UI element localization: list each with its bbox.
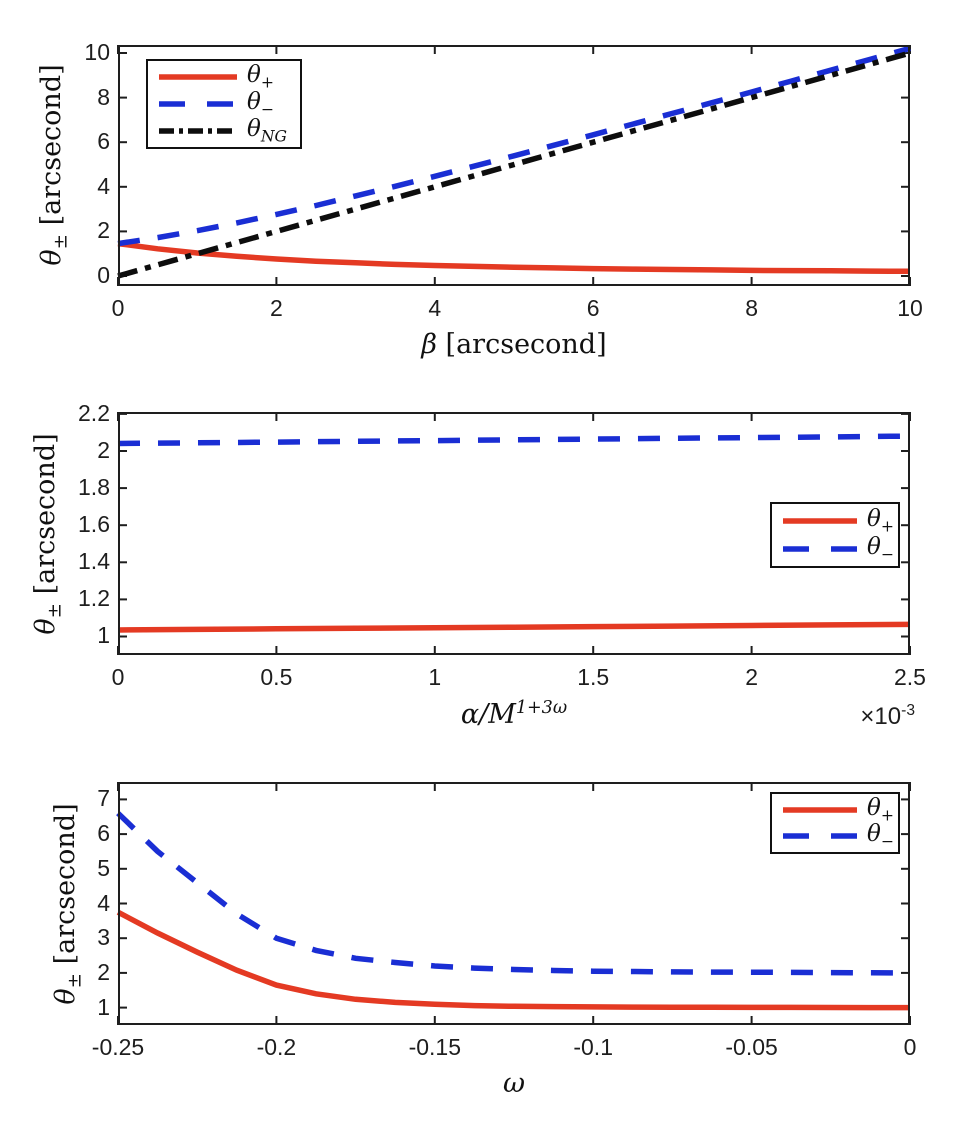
x-tick-label: -0.15 <box>408 1034 462 1060</box>
legend-label-theta-plus: θ+ <box>867 505 894 536</box>
y-tick-label: 1.2 <box>78 585 110 612</box>
legend-plot2: θ+ θ− <box>770 502 900 568</box>
y-tick-label: 1 <box>97 622 110 649</box>
theta-plus-line-sample <box>783 806 857 813</box>
x-tick-label: -0.25 <box>91 1034 145 1060</box>
subplot-theta-vs-alpha: α/M1+3ω ×10-3 θ± [arcsecond] θ+ θ− 0 0.5 1… <box>30 400 926 730</box>
x-tick-label: 10 <box>897 295 923 321</box>
x-axis-exponent-label: ×10-3 <box>860 702 915 730</box>
y-tick-label: 4 <box>97 172 110 199</box>
subplot-theta-vs-beta: β [arcsecond] θ± [arcsecond] θ+ θ− θNG 0… <box>36 39 923 360</box>
y-tick-label: 10 <box>84 39 110 66</box>
x-tick-label: -0.05 <box>725 1034 778 1060</box>
x-tick-label: 0 <box>903 1034 917 1060</box>
axes-box <box>118 45 910 286</box>
y-tick-label: 5 <box>97 854 110 881</box>
legend-entry-theta-minus: θ− <box>780 823 894 849</box>
legend-entry-theta-plus: θ+ <box>780 507 894 534</box>
legend-label-theta-plus: θ+ <box>867 794 894 825</box>
x-tick-label: 0 <box>111 295 125 321</box>
y-tick-label: 2 <box>97 436 110 463</box>
series-theta_plus <box>117 621 911 633</box>
legend-plot3: θ+ θ− <box>770 792 900 854</box>
x-tick-label: 2 <box>745 664 758 690</box>
y-tick-label: 7 <box>97 785 110 812</box>
subplot-theta-vs-omega: ω θ± [arcsecond] θ+ θ− -0.25 -0.2 -0.15 -0.… <box>50 782 916 1099</box>
y-tick-label: 8 <box>97 83 110 110</box>
legend-plot1: θ+ θ− θNG <box>146 59 302 149</box>
y-tick-label: 4 <box>97 889 110 916</box>
y-tick-label: 1.8 <box>78 474 110 501</box>
y-tick-label: 2.2 <box>78 399 110 426</box>
legend-label-theta-plus: θ+ <box>247 61 274 92</box>
axes-box <box>118 782 910 1025</box>
series-theta_minus <box>116 811 911 976</box>
x-tick-label: 1 <box>428 664 442 690</box>
theta-minus-line-sample <box>783 833 857 840</box>
omega-plot-canvas <box>116 782 911 1025</box>
legend-label-theta-minus: θ− <box>867 821 894 851</box>
legend-label-theta-minus: θ− <box>867 533 894 564</box>
x-axis-label-omega: ω <box>502 1068 526 1099</box>
series-theta_plus <box>116 909 910 1011</box>
x-tick-label: 6 <box>586 295 600 321</box>
legend-entry-theta-ng: θNG <box>156 115 292 146</box>
y-tick-label: 1 <box>97 993 110 1020</box>
legend-entry-theta-plus: θ+ <box>156 61 292 92</box>
x-axis-label-beta: β [arcsecond] <box>421 329 607 360</box>
beta-plot-canvas <box>117 45 911 286</box>
y-tick-label: 6 <box>97 128 110 155</box>
legend-label-theta-minus: θ− <box>247 88 274 119</box>
axes-box <box>118 412 910 655</box>
x-tick-label: 0 <box>111 664 125 690</box>
y-tick-label: 1.6 <box>78 511 110 538</box>
x-tick-label: -0.2 <box>256 1034 297 1060</box>
theta-minus-line-sample <box>783 546 857 552</box>
legend-entry-theta-minus: θ− <box>156 88 292 119</box>
y-tick-label: 2 <box>97 958 110 985</box>
theta-minus-line-sample <box>159 101 237 107</box>
y-tick-label: 3 <box>97 924 110 951</box>
x-tick-label: -0.1 <box>573 1034 613 1060</box>
y-tick-label: 1.4 <box>78 548 110 575</box>
y-tick-label: 0 <box>97 261 110 288</box>
y-tick-label: 6 <box>97 820 110 847</box>
theta-plus-line-sample <box>159 74 237 80</box>
series-theta_minus <box>117 433 911 447</box>
x-tick-label: 0.5 <box>260 664 293 690</box>
legend-entry-theta-plus: θ+ <box>780 796 894 823</box>
x-axis-label-alpha: α/M1+3ω <box>460 698 568 730</box>
series-theta_NG <box>117 50 911 279</box>
x-tick-label: 1.5 <box>577 664 610 690</box>
series-theta_minus <box>117 45 911 247</box>
x-tick-label: 8 <box>745 295 758 321</box>
y-tick-label: 2 <box>97 217 110 244</box>
legend-label-theta-ng: θNG <box>247 115 288 146</box>
series-theta_plus <box>117 240 911 275</box>
legend-entry-theta-minus: θ− <box>780 535 894 562</box>
theta-ng-line-sample <box>159 128 237 134</box>
x-tick-label: 2 <box>269 295 283 321</box>
x-tick-label: 4 <box>428 295 442 321</box>
alpha-plot-canvas <box>117 412 911 655</box>
x-tick-label: 2.5 <box>894 664 926 690</box>
theta-plus-line-sample <box>783 518 857 524</box>
